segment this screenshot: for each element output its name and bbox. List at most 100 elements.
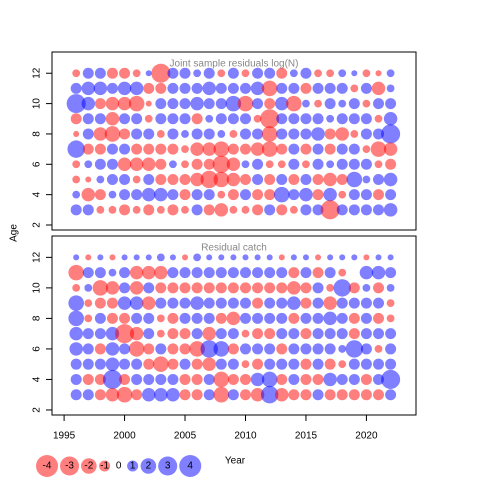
bubble [153,356,169,372]
bubble [264,282,276,294]
bubble [300,113,312,125]
bubble [289,69,298,78]
bubble [119,128,131,140]
bubble [190,96,204,111]
bubble [312,158,324,170]
bubble [323,311,337,326]
bubble [324,328,336,340]
bubble [286,95,302,112]
bubble [241,360,250,369]
bubble [94,389,106,401]
bubble [252,98,264,110]
bubble [108,268,117,277]
legend-label: 4 [187,461,193,472]
bubble [119,67,131,79]
bubble [179,98,191,110]
bubble [181,130,189,138]
bubble [360,158,372,170]
bubble [226,311,241,326]
bubble [302,160,310,169]
bubble [200,340,218,358]
bubble [386,283,395,292]
legend-label: 1 [130,461,136,472]
bubble [373,282,385,294]
bubble [82,267,94,279]
bubble [276,297,288,309]
panel-frame [51,51,417,231]
bubble [252,267,264,279]
bubble [143,128,155,140]
bubble [288,82,300,94]
bubble [117,296,132,310]
bubble [106,173,118,185]
bubble [93,127,108,141]
bubble [105,357,120,371]
bubble [237,95,254,112]
bubble [143,204,155,216]
bubble [129,326,144,341]
bubble [252,189,264,201]
bubble [119,282,131,294]
bubble [300,82,312,94]
bubble [203,189,215,201]
bubble [131,113,143,125]
legend-bubble [158,456,178,476]
x-tick-label: 2015 [295,431,318,442]
bubble [155,82,167,94]
bubble [288,358,300,370]
bubble [215,98,227,110]
bubble [179,358,191,370]
bubble [155,113,167,125]
bubble [320,200,340,220]
bubble [261,371,278,388]
bubble [348,389,360,401]
bubble [333,279,351,297]
bubble [151,63,171,83]
bubble [213,171,230,188]
bubble [227,389,239,401]
bubble [324,82,336,94]
bubble [374,160,383,169]
bubble [94,343,106,355]
bubble [276,143,288,155]
bubble [156,314,165,323]
bubble [156,253,165,262]
bubble [143,343,155,355]
bubble [239,113,251,125]
bubble [179,267,191,279]
bubble [326,160,335,169]
bubble [104,126,121,142]
bubble [179,282,191,294]
bubble [371,265,386,280]
bubble [348,143,360,155]
bubble [117,96,132,111]
bubble [348,312,360,324]
y-tick-label: 12 [32,67,43,79]
bubble [302,99,310,108]
bubble [373,128,385,140]
bubble [217,69,226,78]
bubble [117,157,132,172]
bubble [179,389,191,401]
bubble [338,345,347,353]
bubble [360,389,372,401]
bubble [169,254,176,261]
bubble [115,324,135,344]
bubble [106,158,118,170]
bubble [214,203,229,217]
bubble [264,98,276,110]
bubble [70,204,82,216]
bubble [239,128,251,140]
y-tick-label: 10 [32,282,43,294]
bubble [324,389,336,401]
bubble [85,254,92,261]
panel-title: Joint sample residuals log(N) [170,59,299,70]
bubble [326,114,335,123]
bubble [119,204,131,216]
bubble [336,328,348,340]
bubble [215,267,227,279]
bubble [154,187,168,202]
bubble [312,328,324,340]
bubble [109,254,116,261]
bubble [239,343,251,355]
